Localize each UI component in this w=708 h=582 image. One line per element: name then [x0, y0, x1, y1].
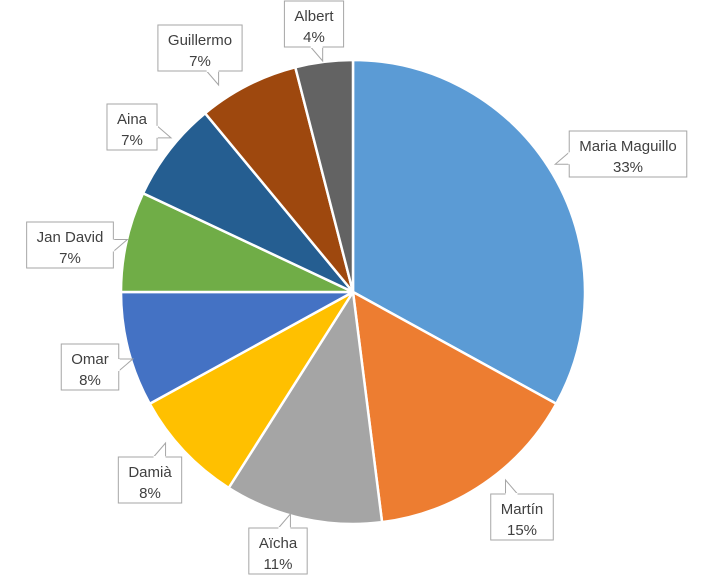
data-labels: Maria Maguillo 33% Martín 15% Aïcha 11% Damià 8…	[26, 0, 688, 575]
data-label-pointer	[310, 46, 324, 63]
data-label-name: Albert	[294, 8, 334, 25]
data-label-pointer	[156, 125, 173, 139]
data-label-percent: 15%	[507, 522, 537, 539]
data-label-callout	[157, 24, 243, 72]
data-label-jan-david: Jan David 7%	[26, 221, 129, 269]
pie-slice-jan-david	[119, 191, 354, 294]
data-label-name: Aïcha	[259, 535, 298, 552]
data-label-percent: 8%	[79, 372, 101, 389]
data-label-maria-maguillo: Maria Maguillo 33%	[553, 130, 688, 178]
data-label-aina: Aina 7%	[106, 103, 173, 151]
pie-slice-martin	[351, 289, 559, 524]
data-label-pointer	[118, 358, 135, 372]
data-label-name: Damià	[128, 464, 172, 481]
data-label-callout	[106, 103, 158, 151]
data-label-callout	[283, 0, 345, 48]
data-label-percent: 11%	[264, 556, 293, 573]
data-label-omar: Omar 8%	[60, 343, 135, 391]
pie-slice-maria-maguillo	[351, 58, 587, 406]
data-label-percent: 7%	[59, 250, 81, 267]
data-label-pointer	[153, 441, 167, 458]
data-label-percent: 7%	[121, 132, 143, 149]
data-label-name: Jan David	[37, 229, 104, 246]
data-label-callout	[490, 493, 554, 541]
data-label-guillermo: Guillermo 7%	[157, 24, 243, 87]
data-label-albert: Albert 4%	[283, 0, 345, 63]
pie-slice-aina	[141, 111, 354, 294]
pie-slice-guillermo	[203, 65, 355, 293]
data-label-percent: 33%	[613, 159, 643, 176]
data-label-pointer	[553, 151, 570, 165]
data-label-martin: Martín 15%	[490, 478, 554, 541]
data-label-percent: 7%	[189, 53, 211, 70]
pie-slices	[119, 58, 587, 526]
data-label-pointer	[505, 478, 518, 495]
data-label-pointer	[206, 70, 220, 87]
pie-slice-albert	[293, 58, 355, 293]
pie-slice-aicha	[226, 288, 384, 526]
data-label-damia: Damià 8%	[117, 441, 183, 504]
data-label-percent: 8%	[139, 485, 161, 502]
data-label-name: Maria Maguillo	[579, 138, 677, 155]
data-label-pointer	[113, 239, 129, 252]
data-label-aicha: Aïcha 11%	[248, 512, 308, 575]
data-label-callout	[60, 343, 120, 391]
data-label-name: Martín	[501, 501, 544, 518]
data-label-name: Aina	[117, 111, 148, 128]
data-label-callout	[26, 221, 114, 269]
data-label-name: Guillermo	[168, 32, 232, 49]
pie-slice-omar	[119, 290, 354, 406]
data-label-name: Omar	[71, 351, 109, 368]
data-label-pointer	[278, 512, 291, 529]
data-label-percent: 4%	[303, 29, 325, 46]
pie-slice-damia	[147, 290, 355, 490]
